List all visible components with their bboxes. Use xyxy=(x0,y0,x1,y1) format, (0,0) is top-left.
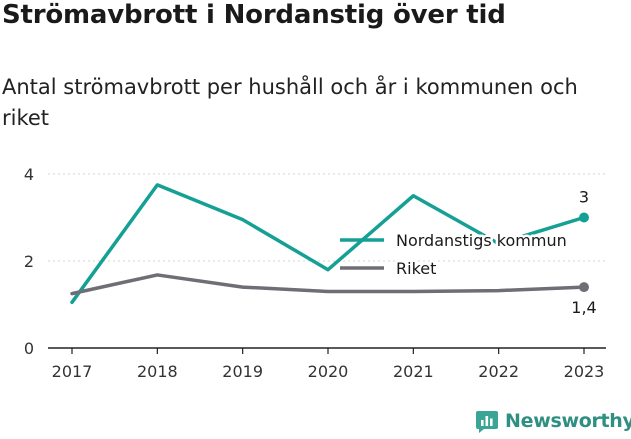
end-labels: 31,4 xyxy=(571,188,596,318)
chart-subtitle: Antal strömavbrott per hushåll och år i … xyxy=(2,75,578,130)
x-tick-label-2021: 2021 xyxy=(393,362,434,381)
end-label-0: 3 xyxy=(579,188,589,207)
x-tick-label-2018: 2018 xyxy=(137,362,178,381)
x-tick-label-2023: 2023 xyxy=(564,362,605,381)
end-point-0 xyxy=(579,212,589,223)
chart-title: Strömavbrott i Nordanstig över tid xyxy=(2,0,506,30)
legend-label-1: Riket xyxy=(396,259,436,278)
series-lines xyxy=(70,183,586,305)
y-tick-label-2: 2 xyxy=(24,252,34,271)
x-tick-label-2022: 2022 xyxy=(478,362,519,381)
end-point-1 xyxy=(579,282,589,293)
y-tick-label-0: 0 xyxy=(24,339,34,358)
gridlines xyxy=(48,173,606,262)
legend-label-0: Nordanstigs kommun xyxy=(396,231,567,250)
newsworthy-logo-icon xyxy=(476,411,498,433)
newsworthy-brand[interactable]: Newsworthy xyxy=(475,409,631,433)
line-chart: 0 2 4 2017 2018 2019 2020 2021 2022 2023 Nordanst… xyxy=(24,165,606,381)
x-tick-label-2017: 2017 xyxy=(52,362,93,381)
x-tick-label-2019: 2019 xyxy=(222,362,263,381)
legend: Nordanstigs kommun Riket xyxy=(340,229,569,281)
y-tick-label-4: 4 xyxy=(24,165,34,184)
series-line-1 xyxy=(70,273,586,296)
x-tick-label-2020: 2020 xyxy=(308,362,349,381)
brand-name: Newsworthy xyxy=(505,410,631,432)
end-label-1: 1,4 xyxy=(571,298,596,317)
axes: 0 2 4 2017 2018 2019 2020 2021 2022 2023 xyxy=(24,165,606,381)
